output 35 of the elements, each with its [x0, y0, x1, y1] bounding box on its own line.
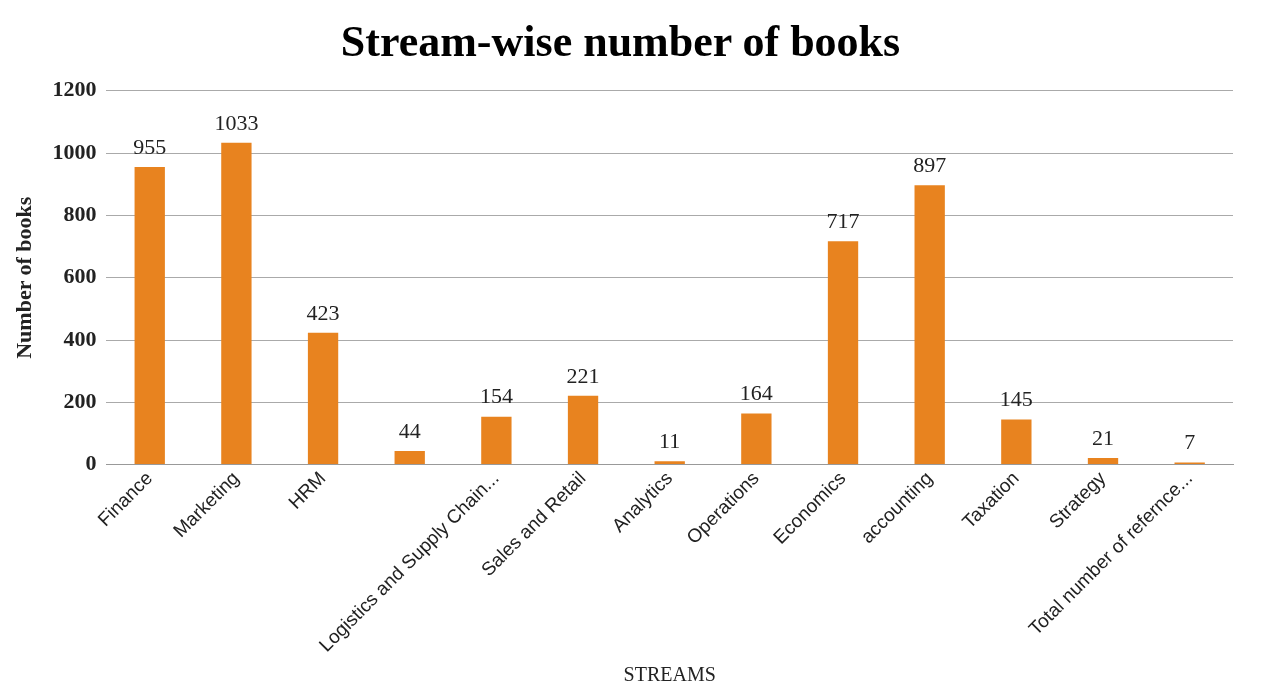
data-label: 7: [1184, 429, 1196, 455]
data-label: 145: [999, 386, 1033, 412]
y-tick-label: 0: [85, 450, 97, 476]
data-label: 21: [1092, 424, 1115, 450]
data-label: 221: [566, 362, 600, 388]
bar: [827, 241, 859, 465]
x-axis-title: STREAMS: [623, 663, 716, 686]
bar: [134, 167, 165, 465]
y-tick-label: 600: [63, 263, 97, 289]
bar: [567, 395, 599, 465]
bar: [1001, 419, 1032, 465]
y-axis-title: Number of books: [10, 196, 36, 359]
bar: [654, 461, 685, 465]
bar: [394, 450, 425, 465]
bar: [481, 416, 512, 465]
data-label: 1033: [214, 109, 259, 135]
y-tick-label: 400: [63, 325, 97, 351]
bar: [741, 413, 772, 465]
y-tick-label: 1000: [52, 138, 97, 164]
y-tick-label: 1200: [52, 76, 97, 102]
data-label: 955: [133, 133, 167, 159]
data-label: 897: [913, 151, 947, 177]
data-label: 423: [306, 299, 340, 325]
bar: [307, 332, 339, 465]
chart-title: Stream-wise number of books: [340, 16, 901, 66]
data-label: 44: [398, 417, 421, 443]
data-label: 164: [739, 380, 773, 406]
data-label: 717: [826, 208, 860, 234]
data-label: 11: [659, 427, 681, 453]
y-tick-label: 200: [63, 388, 97, 413]
y-tick-label: 800: [63, 201, 97, 227]
bar: [914, 185, 945, 465]
bar: [221, 142, 252, 465]
bar: [1087, 458, 1119, 465]
data-label: 154: [479, 383, 513, 409]
